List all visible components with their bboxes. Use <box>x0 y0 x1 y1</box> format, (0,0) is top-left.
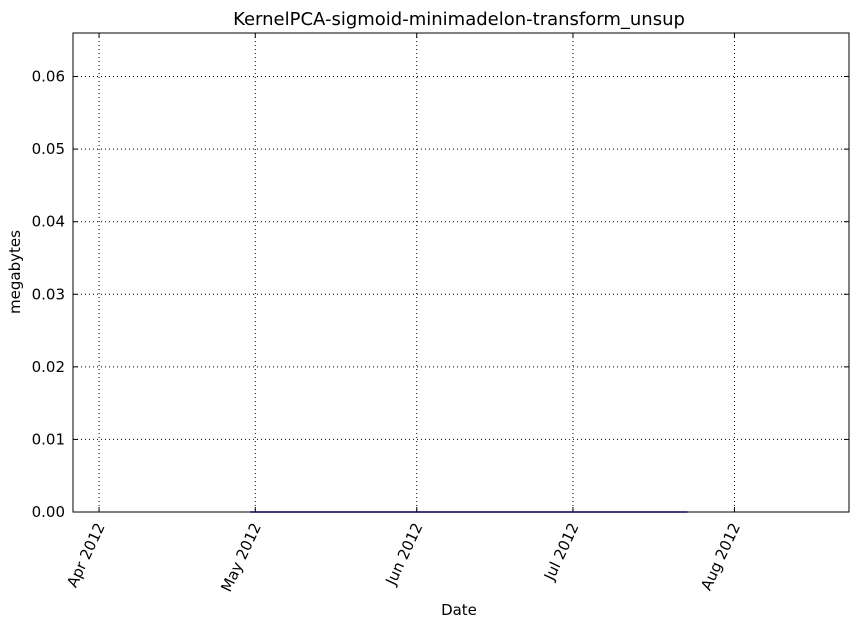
y-axis-label: megabytes <box>6 230 24 314</box>
y-tick-label: 0.02 <box>32 358 65 376</box>
ticks: 0.00 0.01 0.02 0.03 0.04 0.05 0.06 Apr 2012 May … <box>32 33 849 595</box>
y-tick-label: 0.06 <box>32 68 65 86</box>
grid <box>73 33 849 512</box>
x-tick-label: Jul 2012 <box>540 520 583 584</box>
y-tick-label: 0.05 <box>32 140 65 158</box>
y-tick-label: 0.03 <box>32 285 65 303</box>
x-tick-label: Apr 2012 <box>63 520 108 590</box>
y-tick-label: 0.01 <box>32 430 65 448</box>
x-axis-label: Date <box>441 601 477 619</box>
y-tick-label: 0.00 <box>32 503 65 521</box>
plot-area-frame <box>72 32 850 513</box>
x-tick-label: Jun 2012 <box>382 520 427 589</box>
chart-title: KernelPCA-sigmoid-minimadelon-transform_… <box>233 9 685 30</box>
x-tick-label: May 2012 <box>217 520 265 595</box>
y-tick-label: 0.04 <box>32 213 65 231</box>
x-tick-label: Aug 2012 <box>697 520 744 593</box>
